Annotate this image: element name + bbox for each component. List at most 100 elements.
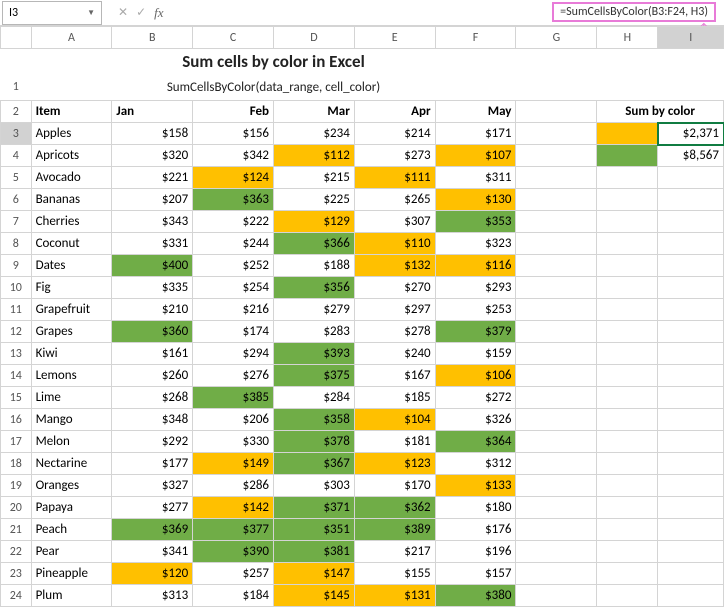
col-header-B[interactable]: B bbox=[112, 27, 193, 49]
row-header-23[interactable]: 23 bbox=[1, 563, 32, 585]
item-cell[interactable]: Bananas bbox=[31, 189, 112, 211]
data-cell[interactable]: $363 bbox=[193, 189, 274, 211]
data-cell[interactable]: $210 bbox=[112, 299, 193, 321]
row-header-18[interactable]: 18 bbox=[1, 453, 32, 475]
sum-green-cell[interactable]: $8,567 bbox=[658, 145, 724, 167]
data-cell[interactable]: $364 bbox=[435, 431, 516, 453]
data-cell[interactable]: $180 bbox=[435, 497, 516, 519]
data-cell[interactable]: $252 bbox=[193, 255, 274, 277]
data-cell[interactable]: $367 bbox=[274, 453, 355, 475]
cell[interactable] bbox=[516, 431, 597, 453]
col-header-A[interactable]: A bbox=[31, 27, 112, 49]
data-cell[interactable]: $335 bbox=[112, 277, 193, 299]
data-cell[interactable]: $147 bbox=[274, 563, 355, 585]
data-cell[interactable]: $158 bbox=[112, 123, 193, 145]
data-cell[interactable]: $358 bbox=[274, 409, 355, 431]
data-cell[interactable]: $215 bbox=[274, 167, 355, 189]
row-header-1[interactable]: 1 bbox=[1, 75, 32, 101]
data-cell[interactable]: $124 bbox=[193, 167, 274, 189]
row-header-4[interactable]: 4 bbox=[1, 145, 32, 167]
col-header-F[interactable]: F bbox=[435, 27, 516, 49]
cell[interactable] bbox=[597, 585, 658, 607]
accept-icon[interactable]: ✓ bbox=[136, 5, 146, 20]
data-cell[interactable]: $323 bbox=[435, 233, 516, 255]
data-cell[interactable]: $371 bbox=[274, 497, 355, 519]
col-header-D[interactable]: D bbox=[274, 27, 355, 49]
cell[interactable] bbox=[516, 563, 597, 585]
data-cell[interactable]: $265 bbox=[354, 189, 435, 211]
data-cell[interactable]: $286 bbox=[193, 475, 274, 497]
cell[interactable] bbox=[516, 475, 597, 497]
data-cell[interactable]: $312 bbox=[435, 453, 516, 475]
cell[interactable] bbox=[516, 497, 597, 519]
data-cell[interactable]: $303 bbox=[274, 475, 355, 497]
row-header-6[interactable]: 6 bbox=[1, 189, 32, 211]
cell[interactable] bbox=[658, 321, 724, 343]
cell[interactable] bbox=[597, 475, 658, 497]
data-cell[interactable]: $112 bbox=[274, 145, 355, 167]
cell[interactable] bbox=[516, 387, 597, 409]
row-header-13[interactable]: 13 bbox=[1, 343, 32, 365]
data-cell[interactable]: $294 bbox=[193, 343, 274, 365]
row-header-10[interactable]: 10 bbox=[1, 277, 32, 299]
cell[interactable] bbox=[658, 343, 724, 365]
data-cell[interactable]: $284 bbox=[274, 387, 355, 409]
cell[interactable] bbox=[597, 365, 658, 387]
data-cell[interactable]: $362 bbox=[354, 497, 435, 519]
header-apr[interactable]: Apr bbox=[354, 101, 435, 123]
item-cell[interactable]: Kiwi bbox=[31, 343, 112, 365]
data-cell[interactable]: $273 bbox=[354, 145, 435, 167]
data-cell[interactable]: $244 bbox=[193, 233, 274, 255]
cell[interactable] bbox=[597, 299, 658, 321]
data-cell[interactable]: $185 bbox=[354, 387, 435, 409]
data-cell[interactable]: $157 bbox=[435, 563, 516, 585]
cell[interactable] bbox=[597, 321, 658, 343]
item-cell[interactable]: Fig bbox=[31, 277, 112, 299]
cell[interactable] bbox=[597, 233, 658, 255]
data-cell[interactable]: $240 bbox=[354, 343, 435, 365]
cell[interactable] bbox=[597, 343, 658, 365]
item-cell[interactable]: Avocado bbox=[31, 167, 112, 189]
data-cell[interactable]: $149 bbox=[193, 453, 274, 475]
row-header-21[interactable]: 21 bbox=[1, 519, 32, 541]
cell[interactable] bbox=[516, 299, 597, 321]
cell[interactable] bbox=[597, 211, 658, 233]
data-cell[interactable]: $253 bbox=[435, 299, 516, 321]
data-cell[interactable]: $366 bbox=[274, 233, 355, 255]
color-swatch-green[interactable] bbox=[597, 145, 658, 167]
cell[interactable] bbox=[658, 519, 724, 541]
data-cell[interactable]: $174 bbox=[193, 321, 274, 343]
data-cell[interactable]: $214 bbox=[354, 123, 435, 145]
data-cell[interactable]: $177 bbox=[112, 453, 193, 475]
item-cell[interactable]: Papaya bbox=[31, 497, 112, 519]
data-cell[interactable]: $221 bbox=[112, 167, 193, 189]
header-may[interactable]: May bbox=[435, 101, 516, 123]
row-header-8[interactable]: 8 bbox=[1, 233, 32, 255]
data-cell[interactable]: $225 bbox=[274, 189, 355, 211]
data-cell[interactable]: $106 bbox=[435, 365, 516, 387]
data-cell[interactable]: $222 bbox=[193, 211, 274, 233]
data-cell[interactable]: $292 bbox=[112, 431, 193, 453]
data-cell[interactable]: $129 bbox=[274, 211, 355, 233]
data-cell[interactable]: $369 bbox=[112, 519, 193, 541]
data-cell[interactable]: $104 bbox=[354, 409, 435, 431]
cell[interactable] bbox=[516, 409, 597, 431]
cell[interactable] bbox=[516, 167, 597, 189]
item-cell[interactable]: Grapes bbox=[31, 321, 112, 343]
data-cell[interactable]: $313 bbox=[112, 585, 193, 607]
data-cell[interactable]: $381 bbox=[274, 541, 355, 563]
cell[interactable] bbox=[658, 563, 724, 585]
data-cell[interactable]: $348 bbox=[112, 409, 193, 431]
data-cell[interactable]: $107 bbox=[435, 145, 516, 167]
item-cell[interactable]: Melon bbox=[31, 431, 112, 453]
cell[interactable] bbox=[516, 541, 597, 563]
col-header-H[interactable]: H bbox=[597, 27, 658, 49]
item-cell[interactable]: Oranges bbox=[31, 475, 112, 497]
cell[interactable] bbox=[597, 387, 658, 409]
item-cell[interactable]: Dates bbox=[31, 255, 112, 277]
cell[interactable] bbox=[658, 299, 724, 321]
data-cell[interactable]: $159 bbox=[435, 343, 516, 365]
item-cell[interactable]: Coconut bbox=[31, 233, 112, 255]
data-cell[interactable]: $171 bbox=[435, 123, 516, 145]
item-cell[interactable]: Mango bbox=[31, 409, 112, 431]
